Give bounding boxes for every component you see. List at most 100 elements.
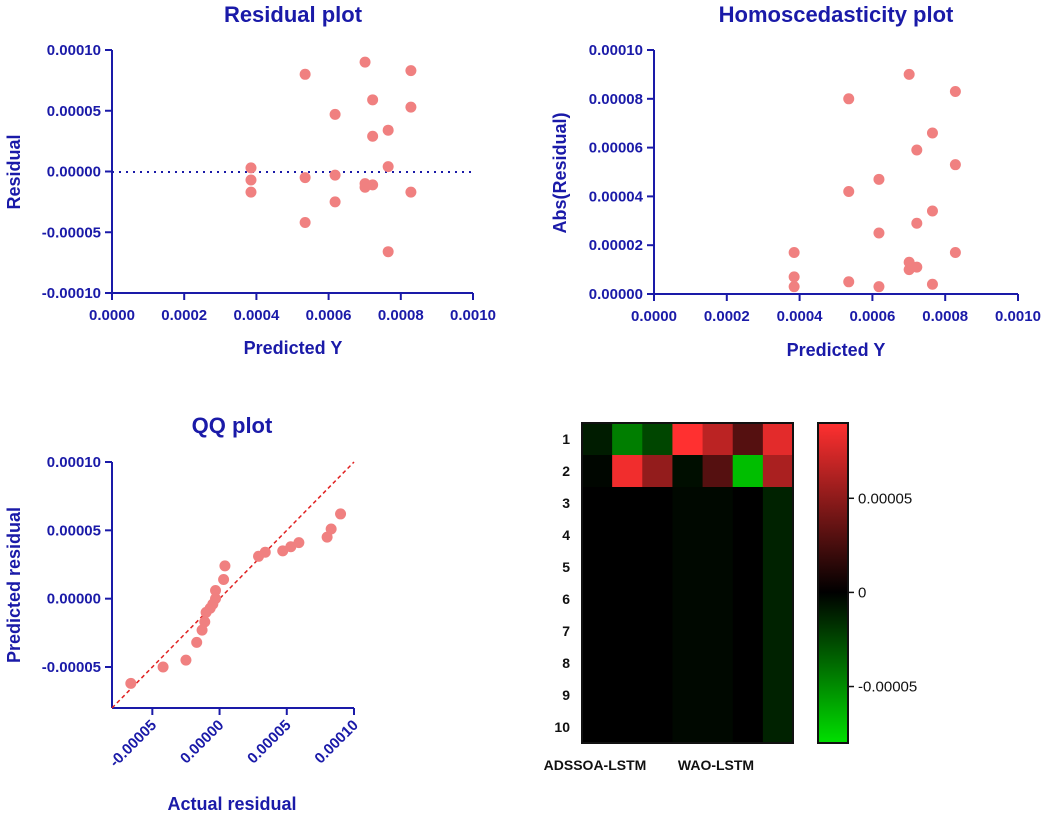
qq-data-point (219, 560, 231, 572)
residual-xtick-label: 0.0004 (233, 307, 280, 324)
heatmap-row-label: 8 (562, 655, 570, 671)
heatmap-cell (582, 455, 613, 488)
residual-plot-xlabel: Predicted Y (244, 338, 343, 358)
residual-data-point (245, 174, 257, 186)
heatmap-cell (612, 647, 643, 680)
homoscedasticity-data-point (873, 173, 885, 185)
heatmap-col-label-wao-lstm: WAO-LSTM (678, 757, 754, 773)
residual-ytick-label: -0.00010 (42, 285, 101, 302)
qq-ytick-label: 0.00000 (47, 591, 101, 608)
heatmap-cell (762, 551, 794, 584)
homoscedasticity-xtick-label: 0.0000 (631, 308, 677, 325)
heatmap-cell (642, 423, 673, 456)
residual-data-point (367, 94, 379, 106)
homoscedasticity-data-point (843, 186, 855, 198)
heatmap-cell (642, 583, 673, 616)
residual-data-point (245, 162, 257, 174)
residual-data-point (382, 161, 394, 173)
residual-data-point (405, 101, 417, 113)
homoscedasticity-data-point (788, 281, 800, 293)
heatmap-cell (642, 679, 673, 712)
homoscedasticity-xtick-label: 0.0004 (777, 308, 824, 325)
qq-data-point (199, 616, 211, 628)
heatmap-cell (642, 615, 673, 648)
residual-ytick-label: 0.00005 (47, 103, 101, 120)
heatmap-cell (702, 615, 734, 648)
homoscedasticity-data-point (843, 276, 855, 288)
qq-data-point (125, 677, 137, 689)
residual-xtick-label: 0.0006 (306, 307, 352, 324)
qq-xtick-label: 0.00005 (244, 717, 294, 767)
heatmap-cell (732, 679, 764, 712)
qq-plot-xlabel: Actual residual (167, 794, 296, 814)
homoscedasticity-data-point (911, 261, 923, 273)
heatmap-panel: 1 2 3 4 5 6 7 8 9 10 ADSSOA-LSTM WAO-LSTM 0.00005… (544, 422, 917, 773)
heatmap-cell (672, 647, 704, 680)
heatmap-cell (582, 519, 613, 552)
qq-xtick-label: -0.00005 (106, 717, 160, 771)
heatmap-cell (582, 615, 613, 648)
residual-data-point (367, 179, 379, 191)
homoscedasticity-data-point (903, 68, 915, 80)
qq-identity-line (111, 461, 355, 709)
qq-data-point (210, 584, 222, 596)
heatmap-cell (672, 423, 704, 456)
heatmap-cell (672, 455, 704, 488)
residual-xtick-label: 0.0000 (89, 307, 135, 324)
homoscedasticity-ytick-label: 0.00010 (589, 42, 643, 59)
homoscedasticity-data-point (911, 217, 923, 229)
heatmap-cell (612, 679, 643, 712)
qq-ytick-label: 0.00005 (47, 522, 101, 539)
residual-xtick-label: 0.0002 (161, 307, 207, 324)
homoscedasticity-data-point (949, 85, 961, 97)
heatmap-cell (582, 647, 613, 680)
qq-xtick-label: 0.00000 (177, 717, 227, 767)
heatmap-cell (732, 519, 764, 552)
heatmap-cell (732, 615, 764, 648)
heatmap-cell (702, 679, 734, 712)
heatmap-cell (762, 647, 794, 680)
homoscedasticity-ytick-label: 0.00008 (589, 91, 643, 108)
heatmap-cell (762, 583, 794, 616)
heatmap-row-label: 7 (562, 623, 570, 639)
colorbar-tick-label: 0.00005 (858, 490, 912, 507)
qq-data-point (157, 661, 169, 673)
heatmap-cell (732, 647, 764, 680)
heatmap-cell (612, 583, 643, 616)
qq-data-point (325, 523, 337, 535)
qq-data-point (259, 546, 271, 558)
heatmap-cell (582, 679, 613, 712)
colorbar-tick-label: -0.00005 (858, 679, 917, 696)
heatmap-row-label: 2 (562, 463, 570, 479)
heatmap-cell (582, 423, 613, 456)
residual-data-point (299, 68, 311, 80)
homoscedasticity-data-point (926, 127, 938, 139)
qq-data-point (180, 654, 192, 666)
homoscedasticity-data-point (843, 93, 855, 105)
homoscedasticity-data-point (873, 227, 885, 239)
qq-plot-title: QQ plot (192, 413, 273, 438)
homoscedasticity-data-point (873, 281, 885, 293)
heatmap-row-label: 1 (562, 431, 570, 447)
heatmap-row-label: 10 (554, 719, 570, 735)
heatmap-cell (582, 487, 613, 520)
heatmap-cell (702, 647, 734, 680)
homoscedasticity-xtick-label: 0.0002 (704, 308, 750, 325)
residual-data-point (329, 108, 341, 120)
residual-data-point (299, 172, 311, 184)
heatmap-cell (672, 487, 704, 520)
homoscedasticity-ytick-label: 0.00002 (589, 237, 643, 254)
homoscedasticity-plot-panel: Homoscedasticity plot Predicted Y Abs(Re… (550, 2, 1041, 360)
homoscedasticity-data-point (949, 247, 961, 259)
heatmap-row-label: 4 (562, 527, 570, 543)
heatmap-cell (642, 647, 673, 680)
residual-plot-panel: Residual plot Predicted Y Residual -0.00… (4, 2, 496, 358)
residual-data-point (299, 217, 311, 229)
heatmap-cell (702, 551, 734, 584)
residual-data-point (329, 196, 341, 208)
residual-data-point (245, 186, 257, 198)
heatmap-frame (581, 422, 794, 744)
heatmap-cell (732, 455, 764, 488)
heatmap-cell (702, 711, 734, 744)
heatmap-cell (762, 615, 794, 648)
